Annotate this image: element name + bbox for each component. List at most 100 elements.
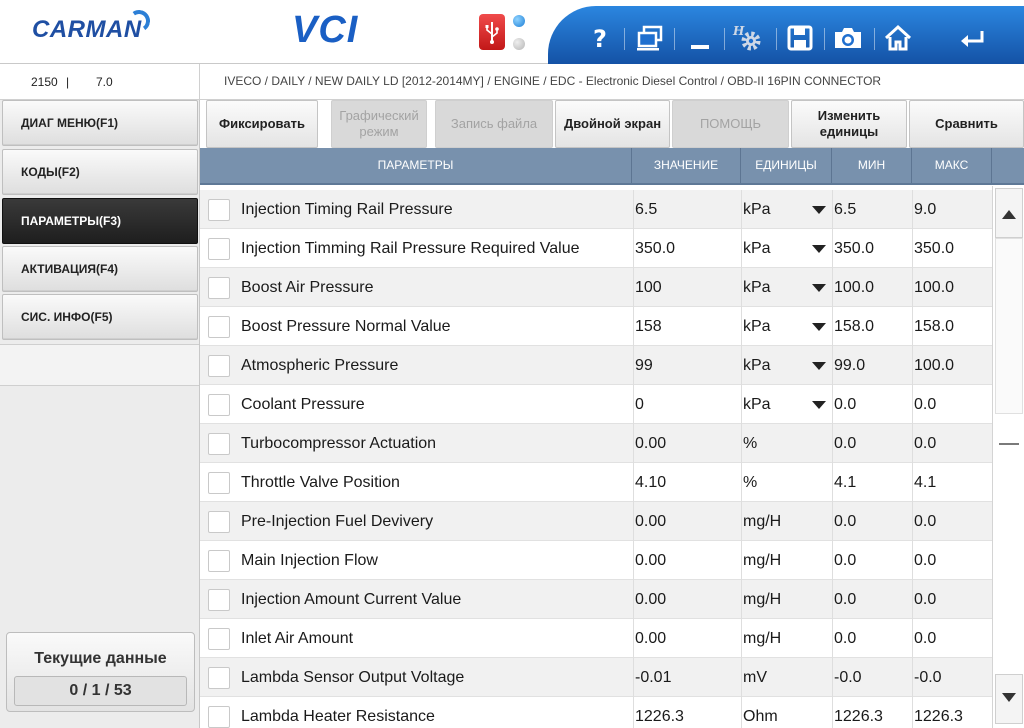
row-checkbox[interactable] [208, 589, 230, 611]
param-min: 1226.3 [832, 697, 911, 728]
sidebar-item-activation[interactable]: АКТИВАЦИЯ(F4) [2, 246, 198, 292]
row-checkbox[interactable] [208, 550, 230, 572]
param-value: 99 [633, 346, 738, 385]
back-icon[interactable] [954, 20, 990, 56]
unit-dropdown-icon[interactable] [812, 245, 826, 253]
param-max: 100.0 [912, 346, 992, 385]
param-min: 0.0 [832, 580, 911, 619]
graph-mode-button[interactable]: Графический режим [331, 100, 427, 148]
connection-led-active [513, 15, 525, 27]
table-row[interactable]: Turbocompressor Actuation 0.00 % 0.0 0.0 [200, 424, 992, 463]
row-checkbox[interactable] [208, 277, 230, 299]
settings-icon[interactable]: H [730, 20, 766, 56]
scrollbar-track[interactable] [995, 238, 1023, 414]
row-checkbox[interactable] [208, 706, 230, 728]
windows-icon[interactable] [632, 20, 668, 56]
param-min: -0.0 [832, 658, 911, 697]
table-row[interactable]: Main Injection Flow 0.00 mg/H 0.0 0.0 [200, 541, 992, 580]
table-row[interactable]: Boost Air Pressure 100 kPa 100.0 100.0 [200, 268, 992, 307]
row-checkbox[interactable] [208, 628, 230, 650]
param-min: 0.0 [832, 424, 911, 463]
unit-dropdown-icon[interactable] [812, 284, 826, 292]
sidebar-item-parameters[interactable]: ПАРАМЕТРЫ(F3) [2, 198, 198, 244]
row-checkbox[interactable] [208, 511, 230, 533]
param-value: 0.00 [633, 580, 738, 619]
table-row[interactable]: Lambda Heater Resistance 1226.3 Ohm 1226… [200, 697, 992, 728]
fix-button[interactable]: Фиксировать [206, 100, 318, 148]
param-name: Turbocompressor Actuation [241, 435, 437, 452]
compare-button[interactable]: Сравнить [909, 100, 1024, 148]
param-max: 0.0 [912, 619, 992, 658]
param-name: Injection Timing Rail Pressure [241, 201, 453, 218]
param-max: 0.0 [912, 541, 992, 580]
table-row[interactable]: Injection Timming Rail Pressure Required… [200, 229, 992, 268]
unit-dropdown-icon[interactable] [812, 401, 826, 409]
row-checkbox[interactable] [208, 433, 230, 455]
param-name: Injection Amount Current Value [241, 591, 462, 608]
param-max: 1226.3 [912, 697, 992, 728]
table-row[interactable]: Lambda Sensor Output Voltage -0.01 mV -0… [200, 658, 992, 697]
param-unit: kPa [741, 346, 831, 385]
carman-logo: CARMAN [32, 16, 142, 43]
row-checkbox[interactable] [208, 667, 230, 689]
table-row[interactable]: Coolant Pressure 0 kPa 0.0 0.0 [200, 385, 992, 424]
record-file-button[interactable]: Запись файла [435, 100, 553, 148]
row-checkbox[interactable] [208, 472, 230, 494]
column-header-max: МАКС [912, 148, 992, 183]
minimize-icon[interactable] [682, 20, 718, 56]
param-max: 9.0 [912, 190, 992, 229]
param-min: 0.0 [832, 502, 911, 541]
param-name: Lambda Sensor Output Voltage [241, 669, 465, 686]
param-min: 4.1 [832, 463, 911, 502]
svg-text:H: H [732, 24, 745, 38]
param-value: 4.10 [633, 463, 738, 502]
app-title: VCI [292, 9, 359, 51]
param-max: 350.0 [912, 229, 992, 268]
row-checkbox[interactable] [208, 199, 230, 221]
param-unit: kPa [741, 268, 831, 307]
unit-dropdown-icon[interactable] [812, 206, 826, 214]
unit-dropdown-icon[interactable] [812, 362, 826, 370]
help-icon[interactable]: ? [582, 20, 618, 56]
param-value: 0.00 [633, 619, 738, 658]
param-value: 1226.3 [633, 697, 738, 728]
change-units-button[interactable]: Изменить единицы [791, 100, 907, 148]
table-row[interactable]: Injection Amount Current Value 0.00 mg/H… [200, 580, 992, 619]
camera-icon[interactable] [830, 20, 866, 56]
unit-dropdown-icon[interactable] [812, 323, 826, 331]
table-row[interactable]: Pre-Injection Fuel Devivery 0.00 mg/H 0.… [200, 502, 992, 541]
row-checkbox[interactable] [208, 316, 230, 338]
table-row[interactable]: Inlet Air Amount 0.00 mg/H 0.0 0.0 [200, 619, 992, 658]
table-row[interactable]: Injection Timing Rail Pressure 6.5 kPa 6… [200, 190, 992, 229]
param-unit: % [741, 424, 831, 463]
row-checkbox[interactable] [208, 355, 230, 377]
table-row[interactable]: Throttle Valve Position 4.10 % 4.1 4.1 [200, 463, 992, 502]
param-value: 0 [633, 385, 738, 424]
scroll-down-icon[interactable] [995, 674, 1023, 724]
param-max: 4.1 [912, 463, 992, 502]
row-checkbox[interactable] [208, 394, 230, 416]
scroll-up-icon[interactable] [995, 188, 1023, 238]
sidebar-item-codes[interactable]: КОДЫ(F2) [2, 149, 198, 195]
scrollbar-thumb[interactable] [995, 416, 1023, 472]
dual-screen-button[interactable]: Двойной экран [555, 100, 670, 148]
row-checkbox[interactable] [208, 238, 230, 260]
home-icon[interactable] [880, 20, 916, 56]
param-min: 350.0 [832, 229, 911, 268]
param-max: 100.0 [912, 268, 992, 307]
param-min: 6.5 [832, 190, 911, 229]
param-max: -0.0 [912, 658, 992, 697]
column-header-value: ЗНАЧЕНИЕ [632, 148, 741, 183]
help-button[interactable]: ПОМОЩЬ [672, 100, 789, 148]
table-row[interactable]: Atmospheric Pressure 99 kPa 99.0 100.0 [200, 346, 992, 385]
table-row[interactable]: Boost Pressure Normal Value 158 kPa 158.… [200, 307, 992, 346]
param-unit: mg/H [741, 502, 831, 541]
param-unit: mV [741, 658, 831, 697]
sidebar-item-sys-info[interactable]: СИС. ИНФО(F5) [2, 294, 198, 340]
param-name: Coolant Pressure [241, 396, 365, 413]
sidebar-item-diag-menu[interactable]: ДИАГ МЕНЮ(F1) [2, 100, 198, 146]
param-unit: kPa [741, 229, 831, 268]
current-data-counter: 0 / 1 / 53 [14, 676, 187, 706]
table-scrollbar[interactable] [992, 186, 1024, 728]
save-icon[interactable] [782, 20, 818, 56]
